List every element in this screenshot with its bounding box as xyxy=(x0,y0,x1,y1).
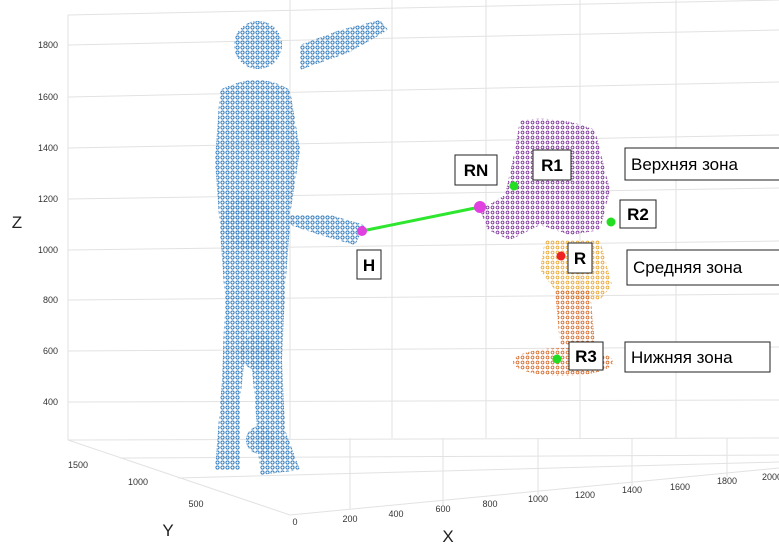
z-axis-label: Z xyxy=(12,213,22,232)
point-r3 xyxy=(553,355,562,364)
x-tick-label: 1600 xyxy=(670,482,690,492)
x-tick-label: 1200 xyxy=(575,490,595,500)
z-tick-label: 600 xyxy=(43,346,58,356)
figure: RN R1 R2 R R3 H Верхняя зона Средняя зон… xyxy=(0,0,779,545)
x-tick-label: 1800 xyxy=(717,476,737,486)
point-r xyxy=(557,252,566,261)
point-h xyxy=(357,226,367,236)
z-tick-label: 1200 xyxy=(38,194,58,204)
x-tick-label: 400 xyxy=(388,509,403,519)
point-label: H xyxy=(363,256,375,275)
x-tick-label: 0 xyxy=(292,517,297,527)
point-label: R3 xyxy=(575,347,597,366)
y-tick-label: 1500 xyxy=(68,460,88,470)
point-label: R1 xyxy=(541,156,563,175)
point-rn xyxy=(474,201,486,213)
x-axis-label: X xyxy=(442,527,453,545)
z-tick-label: 1400 xyxy=(38,143,58,153)
y-tick-label: 1000 xyxy=(128,477,148,487)
x-tick-label: 1000 xyxy=(528,494,548,504)
point-label: R2 xyxy=(627,205,649,224)
x-tick-label: 200 xyxy=(342,514,357,524)
z-tick-label: 1800 xyxy=(38,40,58,50)
y-tick-label: 500 xyxy=(188,499,203,509)
point-label: R xyxy=(574,249,586,268)
zone-label: Нижняя зона xyxy=(631,348,733,367)
point-r2 xyxy=(607,218,616,227)
reach-line xyxy=(362,207,480,231)
x-tick-label: 800 xyxy=(482,499,497,509)
zone-label: Средняя зона xyxy=(633,258,743,277)
z-tick-label: 800 xyxy=(43,295,58,305)
x-tick-label: 600 xyxy=(435,504,450,514)
zone-label: Верхняя зона xyxy=(631,155,739,174)
z-tick-label: 1600 xyxy=(38,92,58,102)
point-label: RN xyxy=(464,161,489,180)
y-axis-label: Y xyxy=(162,521,173,540)
z-tick-label: 1000 xyxy=(38,245,58,255)
x-tick-label: 2000 xyxy=(762,472,779,482)
point-r1 xyxy=(510,182,519,191)
z-tick-label: 400 xyxy=(43,397,58,407)
x-tick-label: 1400 xyxy=(622,485,642,495)
